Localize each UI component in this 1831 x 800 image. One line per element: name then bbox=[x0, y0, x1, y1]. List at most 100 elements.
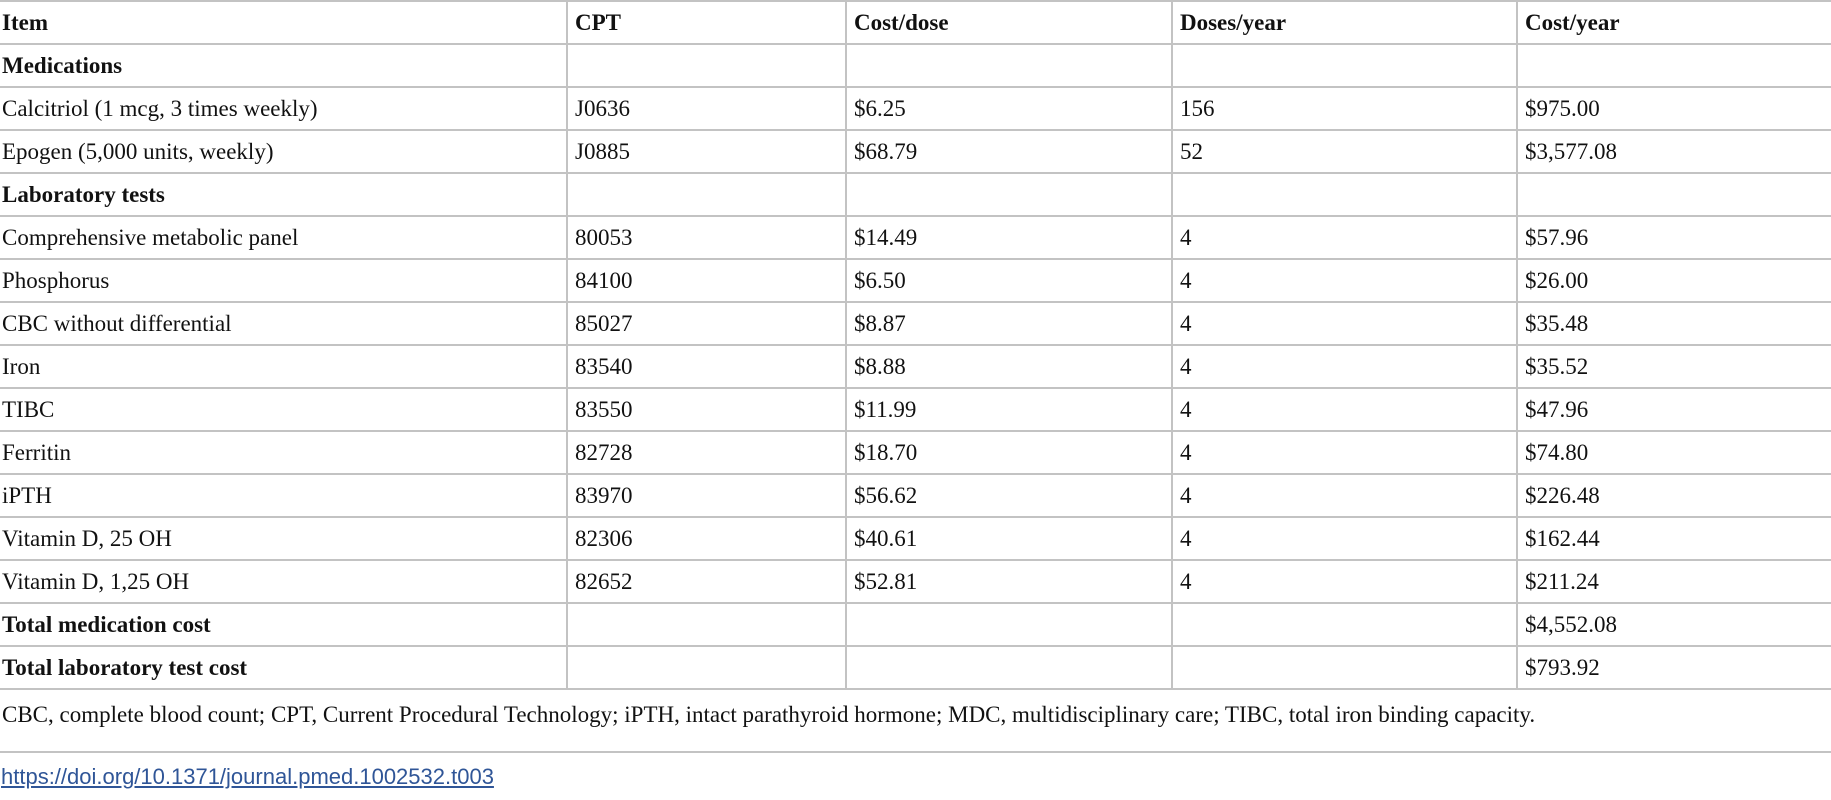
table-body: Medications Calcitriol (1 mcg, 3 times we… bbox=[0, 44, 1831, 690]
cell-cost-year: $211.24 bbox=[1516, 560, 1831, 604]
cell-cpt: 83550 bbox=[566, 388, 846, 432]
table-row: Laboratory tests bbox=[0, 173, 1831, 217]
cell-cost-year: $74.80 bbox=[1516, 431, 1831, 475]
cell-item: Epogen (5,000 units, weekly) bbox=[0, 130, 567, 174]
cell-doses-year: 4 bbox=[1171, 474, 1517, 518]
cell-cost-dose bbox=[845, 44, 1172, 88]
cell-cost-dose bbox=[845, 173, 1172, 217]
table-row: Epogen (5,000 units, weekly) J0885 $68.79 5… bbox=[0, 130, 1831, 174]
table-row: Calcitriol (1 mcg, 3 times weekly) J0636 $… bbox=[0, 87, 1831, 131]
footnote-divider bbox=[0, 751, 1831, 753]
cell-cost-year: $35.48 bbox=[1516, 302, 1831, 346]
cell-cpt: 82306 bbox=[566, 517, 846, 561]
cell-item: Iron bbox=[0, 345, 567, 389]
cell-doses-year: 4 bbox=[1171, 302, 1517, 346]
cell-cost-dose: $14.49 bbox=[845, 216, 1172, 260]
cell-cpt: 85027 bbox=[566, 302, 846, 346]
doi-link[interactable]: https://doi.org/10.1371/journal.pmed.100… bbox=[1, 764, 494, 789]
cell-doses-year: 4 bbox=[1171, 517, 1517, 561]
cell-cost-year: $162.44 bbox=[1516, 517, 1831, 561]
cell-doses-year: 156 bbox=[1171, 87, 1517, 131]
cell-cpt: 84100 bbox=[566, 259, 846, 303]
cell-cost-year bbox=[1516, 44, 1831, 88]
cell-cost-year: $3,577.08 bbox=[1516, 130, 1831, 174]
cell-item: TIBC bbox=[0, 388, 567, 432]
cell-doses-year bbox=[1171, 646, 1517, 690]
table-row: Total medication cost $4,552.08 bbox=[0, 603, 1831, 647]
cell-item: Ferritin bbox=[0, 431, 567, 475]
table-row: Total laboratory test cost $793.92 bbox=[0, 646, 1831, 690]
cell-cost-dose: $6.50 bbox=[845, 259, 1172, 303]
cell-item: Vitamin D, 25 OH bbox=[0, 517, 567, 561]
table-row: Vitamin D, 25 OH 82306 $40.61 4 $162.44 bbox=[0, 517, 1831, 561]
cell-cost-year: $975.00 bbox=[1516, 87, 1831, 131]
cell-item: Total medication cost bbox=[0, 603, 567, 647]
header-cpt: CPT bbox=[566, 0, 846, 45]
cell-doses-year: 4 bbox=[1171, 216, 1517, 260]
header-item: Item bbox=[0, 0, 567, 45]
table-row: Phosphorus 84100 $6.50 4 $26.00 bbox=[0, 259, 1831, 303]
cell-cost-dose: $6.25 bbox=[845, 87, 1172, 131]
cell-doses-year: 4 bbox=[1171, 259, 1517, 303]
cell-doses-year: 4 bbox=[1171, 345, 1517, 389]
cell-cost-dose: $52.81 bbox=[845, 560, 1172, 604]
cell-cost-dose bbox=[845, 603, 1172, 647]
cell-cpt: J0885 bbox=[566, 130, 846, 174]
cell-item: Total laboratory test cost bbox=[0, 646, 567, 690]
header-doses-year: Doses/year bbox=[1171, 0, 1517, 45]
cell-cost-year: $47.96 bbox=[1516, 388, 1831, 432]
cell-cost-dose: $56.62 bbox=[845, 474, 1172, 518]
table-row: TIBC 83550 $11.99 4 $47.96 bbox=[0, 388, 1831, 432]
cell-item: Vitamin D, 1,25 OH bbox=[0, 560, 567, 604]
table-row: Iron 83540 $8.88 4 $35.52 bbox=[0, 345, 1831, 389]
cell-cost-year: $35.52 bbox=[1516, 345, 1831, 389]
header-cost-year: Cost/year bbox=[1516, 0, 1831, 45]
table-row: Ferritin 82728 $18.70 4 $74.80 bbox=[0, 431, 1831, 475]
cell-cpt bbox=[566, 603, 846, 647]
table-row: Comprehensive metabolic panel 80053 $14.49… bbox=[0, 216, 1831, 260]
cell-cpt: 82728 bbox=[566, 431, 846, 475]
table-row: Vitamin D, 1,25 OH 82652 $52.81 4 $211.24 bbox=[0, 560, 1831, 604]
cell-cost-year: $793.92 bbox=[1516, 646, 1831, 690]
cell-item: CBC without differential bbox=[0, 302, 567, 346]
table-footnote: CBC, complete blood count; CPT, Current … bbox=[2, 702, 1536, 727]
cell-cpt: J0636 bbox=[566, 87, 846, 131]
cell-cost-year: $4,552.08 bbox=[1516, 603, 1831, 647]
cell-cost-dose: $8.87 bbox=[845, 302, 1172, 346]
cell-doses-year: 4 bbox=[1171, 388, 1517, 432]
cell-cpt bbox=[566, 646, 846, 690]
header-row: Item CPT Cost/dose Doses/year Cost/year bbox=[0, 0, 1831, 45]
cell-item: Medications bbox=[0, 44, 567, 88]
cell-doses-year bbox=[1171, 44, 1517, 88]
table-row: Medications bbox=[0, 44, 1831, 88]
cell-cost-dose: $18.70 bbox=[845, 431, 1172, 475]
cell-doses-year bbox=[1171, 173, 1517, 217]
cell-cost-dose: $11.99 bbox=[845, 388, 1172, 432]
cell-cpt bbox=[566, 173, 846, 217]
cell-item: Phosphorus bbox=[0, 259, 567, 303]
cell-cost-year: $226.48 bbox=[1516, 474, 1831, 518]
cell-cost-dose: $40.61 bbox=[845, 517, 1172, 561]
cell-cost-dose bbox=[845, 646, 1172, 690]
cell-item: Calcitriol (1 mcg, 3 times weekly) bbox=[0, 87, 567, 131]
cell-item: iPTH bbox=[0, 474, 567, 518]
cell-cost-year bbox=[1516, 173, 1831, 217]
cell-item: Comprehensive metabolic panel bbox=[0, 216, 567, 260]
cell-cpt: 82652 bbox=[566, 560, 846, 604]
cell-doses-year bbox=[1171, 603, 1517, 647]
cell-cost-year: $26.00 bbox=[1516, 259, 1831, 303]
table-row: iPTH 83970 $56.62 4 $226.48 bbox=[0, 474, 1831, 518]
cell-cost-dose: $68.79 bbox=[845, 130, 1172, 174]
header-cost-dose: Cost/dose bbox=[845, 0, 1172, 45]
cell-cost-dose: $8.88 bbox=[845, 345, 1172, 389]
cell-cpt: 83540 bbox=[566, 345, 846, 389]
cell-doses-year: 52 bbox=[1171, 130, 1517, 174]
cell-item: Laboratory tests bbox=[0, 173, 567, 217]
cell-cpt: 83970 bbox=[566, 474, 846, 518]
cost-table: Item CPT Cost/dose Doses/year Cost/year … bbox=[0, 0, 1831, 690]
cell-cpt bbox=[566, 44, 846, 88]
cell-doses-year: 4 bbox=[1171, 431, 1517, 475]
table-row: CBC without differential 85027 $8.87 4 $35.4… bbox=[0, 302, 1831, 346]
cell-doses-year: 4 bbox=[1171, 560, 1517, 604]
cell-cpt: 80053 bbox=[566, 216, 846, 260]
